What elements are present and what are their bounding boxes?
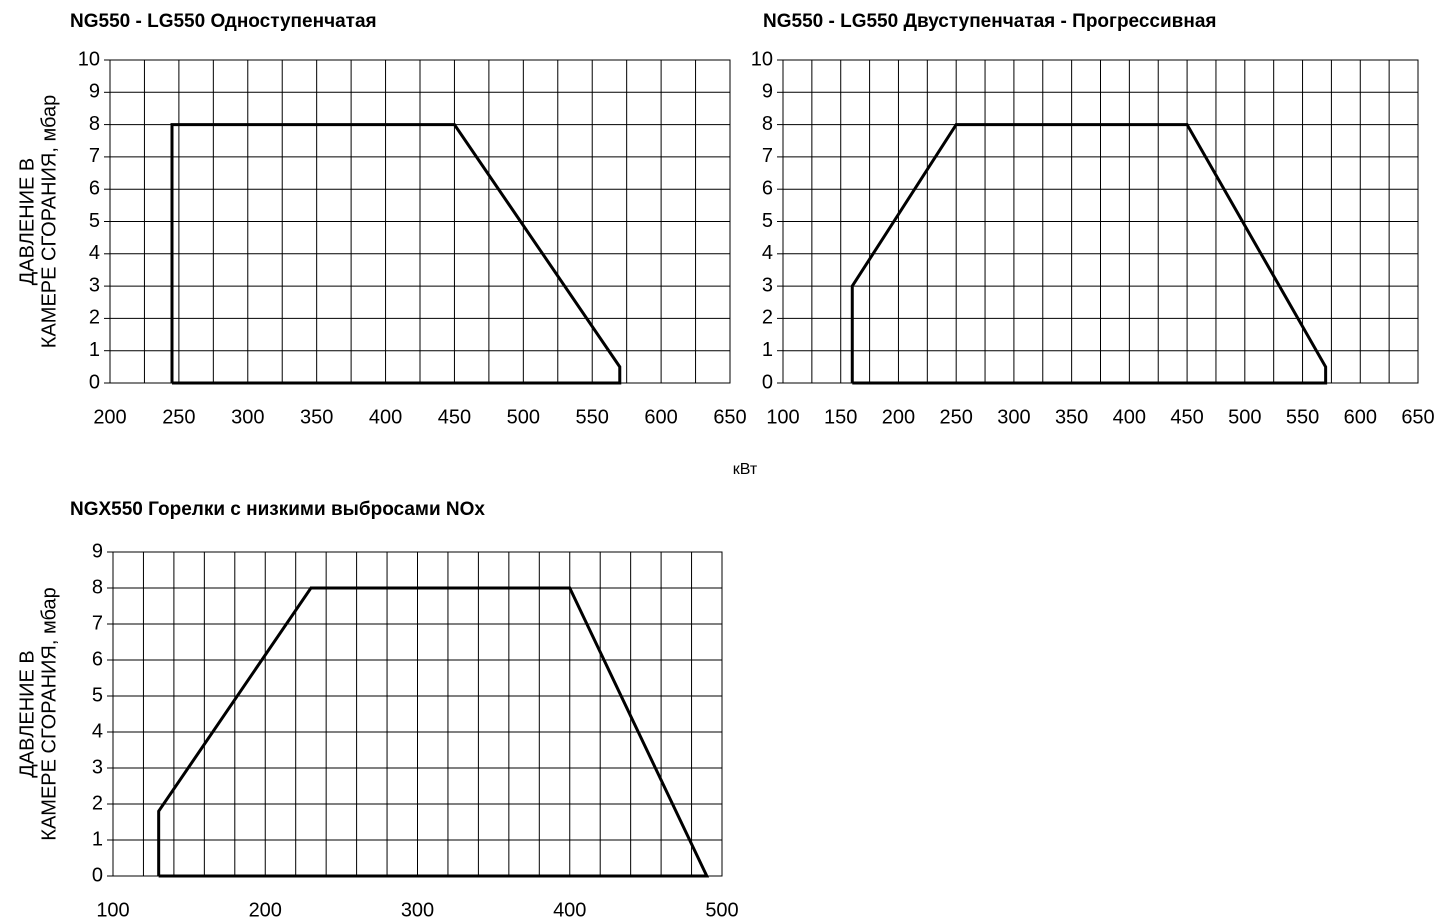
y-tick-label: 3 bbox=[92, 756, 103, 778]
y-tick-label: 9 bbox=[762, 81, 773, 103]
x-tick-label: 400 bbox=[1113, 406, 1146, 428]
y-tick-label: 10 bbox=[78, 48, 100, 70]
x-tick-label: 400 bbox=[553, 899, 586, 921]
x-tick-label: 500 bbox=[1228, 406, 1261, 428]
x-tick-label: 600 bbox=[644, 406, 677, 428]
x-tick-label: 350 bbox=[1055, 406, 1088, 428]
x-tick-label: 650 bbox=[1401, 406, 1434, 428]
y-axis-label: ДАВЛЕНИЕ В bbox=[16, 158, 38, 286]
x-tick-label: 300 bbox=[401, 899, 434, 921]
x-tick-label: 550 bbox=[576, 406, 609, 428]
y-tick-label: 8 bbox=[92, 576, 103, 598]
y-tick-label: 3 bbox=[762, 274, 773, 296]
x-tick-label: 400 bbox=[369, 406, 402, 428]
x-tick-label: 500 bbox=[507, 406, 540, 428]
x-tick-label: 150 bbox=[824, 406, 857, 428]
x-tick-label: 100 bbox=[766, 406, 799, 428]
x-tick-label: 350 bbox=[300, 406, 333, 428]
range-line bbox=[170, 123, 622, 385]
y-tick-label: 0 bbox=[92, 864, 103, 886]
y-tick-label: 0 bbox=[762, 371, 773, 393]
y-tick-label: 8 bbox=[89, 113, 100, 135]
y-tick-label: 10 bbox=[751, 48, 773, 70]
y-tick-label: 3 bbox=[89, 274, 100, 296]
y-axis-label: КАМЕРЕ СГОРАНИЯ, мбар bbox=[38, 587, 60, 840]
y-axis-label: КАМЕРЕ СГОРАНИЯ, мбар bbox=[38, 95, 60, 348]
y-tick-label: 2 bbox=[89, 307, 100, 329]
y-tick-label: 7 bbox=[92, 612, 103, 634]
y-tick-label: 7 bbox=[762, 145, 773, 167]
x-tick-label: 650 bbox=[713, 406, 746, 428]
y-tick-label: 6 bbox=[89, 177, 100, 199]
x-tick-label: 100 bbox=[96, 899, 129, 921]
y-tick-label: 9 bbox=[92, 540, 103, 562]
range-line bbox=[157, 586, 710, 878]
y-tick-label: 5 bbox=[89, 210, 100, 232]
x-tick-label: 250 bbox=[162, 406, 195, 428]
y-tick-label: 0 bbox=[89, 371, 100, 393]
y-axis-label: ДАВЛЕНИЕ В bbox=[16, 650, 38, 778]
x-tick-label: 450 bbox=[1170, 406, 1203, 428]
y-tick-label: 8 bbox=[762, 113, 773, 135]
x-tick-label: 200 bbox=[249, 899, 282, 921]
y-tick-label: 5 bbox=[92, 684, 103, 706]
y-tick-label: 2 bbox=[762, 307, 773, 329]
y-tick-label: 7 bbox=[89, 145, 100, 167]
x-tick-label: 200 bbox=[882, 406, 915, 428]
y-tick-label: 4 bbox=[762, 242, 773, 264]
y-tick-label: 1 bbox=[89, 339, 100, 361]
y-tick-label: 6 bbox=[92, 648, 103, 670]
y-tick-label: 4 bbox=[92, 720, 103, 742]
y-tick-label: 9 bbox=[89, 81, 100, 103]
y-tick-label: 4 bbox=[89, 242, 100, 264]
x-tick-label: 550 bbox=[1286, 406, 1319, 428]
chart: NG550 - LG550 Двуступенчатая - Прогресси… bbox=[733, 11, 1435, 478]
y-tick-label: 6 bbox=[762, 177, 773, 199]
chart-title: NGX550 Горелки с низкими выбросами NOx bbox=[70, 499, 485, 520]
x-tick-label: 300 bbox=[997, 406, 1030, 428]
y-tick-label: 2 bbox=[92, 792, 103, 814]
y-tick-label: 1 bbox=[762, 339, 773, 361]
x-axis-label: кВт bbox=[733, 461, 758, 478]
y-tick-label: 1 bbox=[92, 828, 103, 850]
x-tick-label: 200 bbox=[93, 406, 126, 428]
x-tick-label: 500 bbox=[705, 899, 738, 921]
range-line bbox=[850, 123, 1328, 385]
chart: NGX550 Горелки с низкими выбросами NOx10… bbox=[16, 499, 738, 921]
x-tick-label: 450 bbox=[438, 406, 471, 428]
x-tick-label: 300 bbox=[231, 406, 264, 428]
chart-title: NG550 - LG550 Двуступенчатая - Прогресси… bbox=[763, 11, 1217, 32]
x-tick-label: 600 bbox=[1344, 406, 1377, 428]
x-tick-label: 250 bbox=[939, 406, 972, 428]
y-tick-label: 5 bbox=[762, 210, 773, 232]
chart-title: NG550 - LG550 Одноступенчатая bbox=[70, 11, 377, 32]
